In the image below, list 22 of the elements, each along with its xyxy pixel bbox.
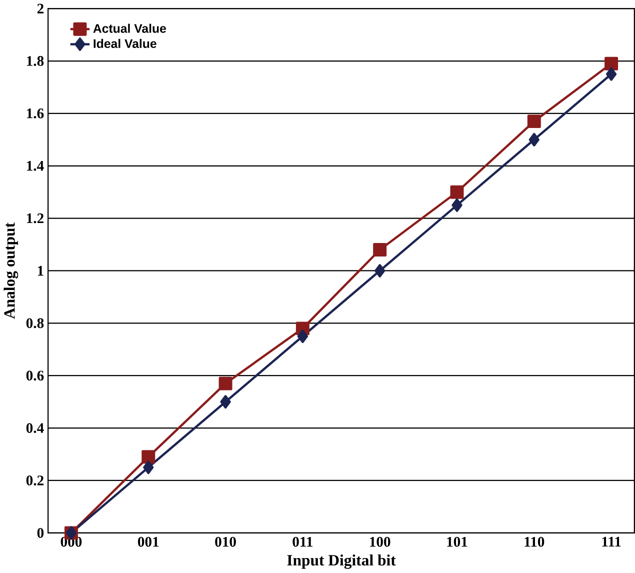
y-tick-label: 1.4 — [27, 161, 44, 172]
y-tick-label: 2 — [37, 4, 44, 14]
x-tick-label: 110 — [524, 537, 544, 547]
y-tick-label: 1.2 — [27, 214, 44, 224]
legend-label: Actual Value — [93, 24, 166, 34]
y-tick-label: 0.6 — [26, 370, 44, 381]
y-tick-label: 1.6 — [27, 108, 44, 119]
x-tick-label: 011 — [292, 537, 312, 547]
x-axis-title: Input Digital bit — [287, 554, 396, 570]
legend-label: Ideal Value — [94, 39, 156, 48]
y-axis-title: Analog output — [4, 222, 18, 320]
y-tick-label: 0 — [37, 528, 44, 538]
y-tick-label: 0.2 — [26, 476, 44, 486]
x-tick-label: 001 — [138, 537, 159, 547]
x-tick-label: 101 — [447, 537, 468, 547]
y-tick-label: 0.8 — [26, 318, 44, 328]
x-tick-label: 100 — [370, 537, 390, 547]
y-tick-label: 1 — [38, 266, 44, 276]
x-tick-label: 111 — [602, 537, 621, 547]
y-tick-label: 1.8 — [27, 56, 44, 66]
x-tick-label: 010 — [215, 537, 236, 547]
y-tick-label: 0.4 — [26, 423, 44, 434]
